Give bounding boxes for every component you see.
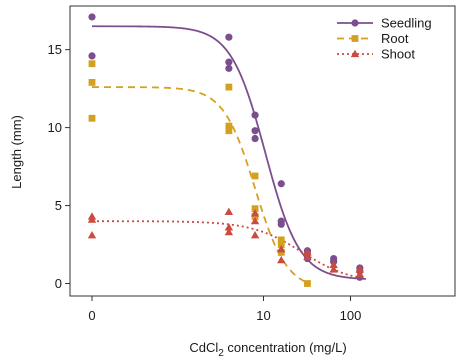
data-point-root <box>251 205 259 213</box>
data-point-shoot <box>329 260 338 268</box>
data-point-seedling <box>225 64 233 72</box>
legend-label-root: Root <box>381 31 409 46</box>
data-point-seedling <box>225 33 233 41</box>
y-axis-label: Length (mm) <box>9 115 24 189</box>
data-point-seedling <box>251 127 259 135</box>
data-point-root <box>225 122 233 130</box>
data-point-root <box>277 241 285 248</box>
tick-group: 0 5 10 15 0 10 100 <box>48 42 362 323</box>
data-point-seedling <box>277 180 285 188</box>
data-point-shoot <box>224 223 234 231</box>
data-point-root <box>225 127 233 135</box>
data-point-seedling <box>225 58 233 66</box>
data-point-root <box>304 280 311 287</box>
fit-curve-shoot <box>91 220 366 280</box>
data-point-seedling <box>88 52 96 60</box>
data-point-root <box>88 114 96 122</box>
data-point-shoot <box>277 255 286 264</box>
data-point-seedling <box>277 220 285 228</box>
x-axis-label-rest: concentration (mg/L) <box>224 340 347 355</box>
data-point-seedling <box>251 111 259 119</box>
y-tick-label: 0 <box>55 276 62 291</box>
x-axis-label: CdCl2 concentration (mg/L) <box>189 340 346 359</box>
plot-frame <box>69 5 456 297</box>
data-point-shoot <box>277 245 286 253</box>
point-group <box>87 13 365 287</box>
data-point-shoot <box>224 227 234 236</box>
x-tick-label: 0 <box>88 308 95 323</box>
data-point-shoot <box>250 216 260 225</box>
data-point-shoot <box>87 215 97 223</box>
y-tick-label: 5 <box>55 198 62 213</box>
data-point-shoot <box>355 269 365 278</box>
legend-label-seedling: Seedling <box>381 16 432 31</box>
data-point-shoot <box>303 252 312 261</box>
x-axis-label-main: CdCl <box>189 340 218 355</box>
data-point-root <box>225 83 233 91</box>
data-point-shoot <box>355 265 365 273</box>
y-tick-label: 10 <box>48 120 62 135</box>
data-point-root <box>277 236 285 244</box>
data-point-root <box>88 60 96 68</box>
data-point-shoot <box>250 209 260 217</box>
data-point-root <box>251 172 259 180</box>
y-tick-label: 15 <box>48 42 62 57</box>
x-axis-label-sub: 2 <box>218 348 224 359</box>
data-point-root <box>88 78 96 86</box>
legend-marker-root <box>351 35 359 42</box>
legend-marker-shoot <box>350 49 360 58</box>
data-point-shoot <box>87 230 97 239</box>
legend-marker-seedling <box>351 19 359 27</box>
x-tick-label: 10 <box>256 308 270 323</box>
data-point-shoot <box>250 230 260 239</box>
x-tick-label: 100 <box>340 308 362 323</box>
legend-label-shoot: Shoot <box>381 47 415 62</box>
data-point-shoot <box>303 248 312 256</box>
fit-curve-seedling <box>91 25 366 280</box>
data-point-shoot <box>329 265 338 273</box>
data-point-shoot <box>224 207 234 215</box>
data-point-seedling <box>251 134 259 143</box>
data-point-seedling <box>88 13 96 21</box>
